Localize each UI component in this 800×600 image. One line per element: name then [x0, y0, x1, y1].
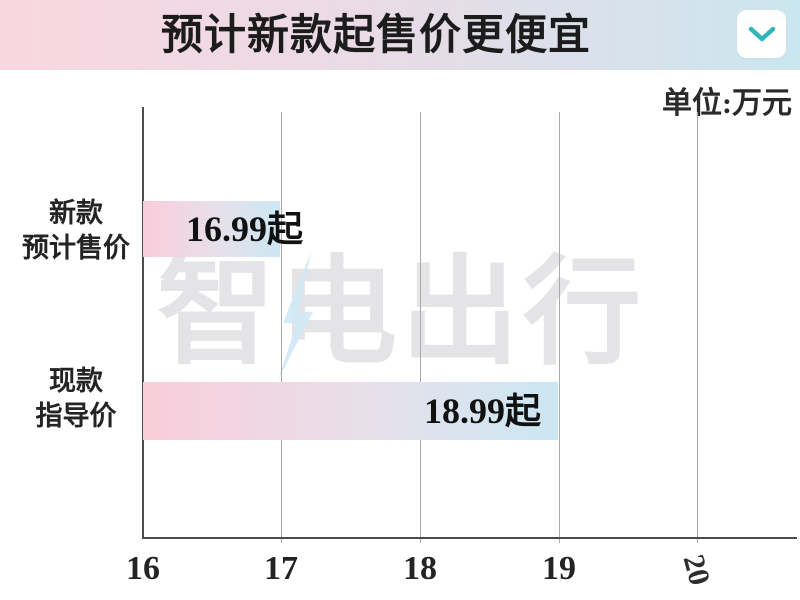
category-label-new-model: 新款 预计售价 [8, 196, 144, 266]
gridline-20 [697, 112, 698, 543]
x-tick-18: 18 [403, 550, 437, 587]
gridline-19 [559, 112, 560, 543]
page-title: 预计新款起售价更便宜 [160, 11, 591, 58]
x-tick-16: 16 [126, 550, 160, 587]
bar-new-model-price [143, 201, 280, 257]
header: 预计新款起售价更便宜 [0, 0, 800, 70]
x-tick-19: 19 [542, 550, 576, 587]
category-label-line: 指导价 [35, 401, 117, 431]
category-label-current-model: 现款 指导价 [8, 364, 144, 434]
category-label-line: 预计售价 [22, 233, 130, 263]
watermark-text: 智电出行 [157, 247, 646, 379]
gridline-18 [420, 112, 421, 543]
gridline-17 [281, 112, 282, 543]
chevron-down-icon [747, 26, 777, 43]
category-label-line: 现款 [49, 366, 103, 396]
category-label-line: 新款 [49, 198, 103, 228]
x-axis-line [142, 537, 797, 539]
x-tick-20: 20 [676, 551, 717, 589]
bar-value-new-model: 16.99起 [186, 209, 304, 249]
y-axis-line [142, 107, 144, 538]
collapse-button[interactable] [737, 10, 786, 58]
bar-value-current-model: 18.99起 [424, 391, 542, 431]
bar-current-model-price [143, 382, 558, 440]
unit-label: 单位:万元 [662, 87, 792, 120]
x-tick-17: 17 [264, 550, 298, 587]
